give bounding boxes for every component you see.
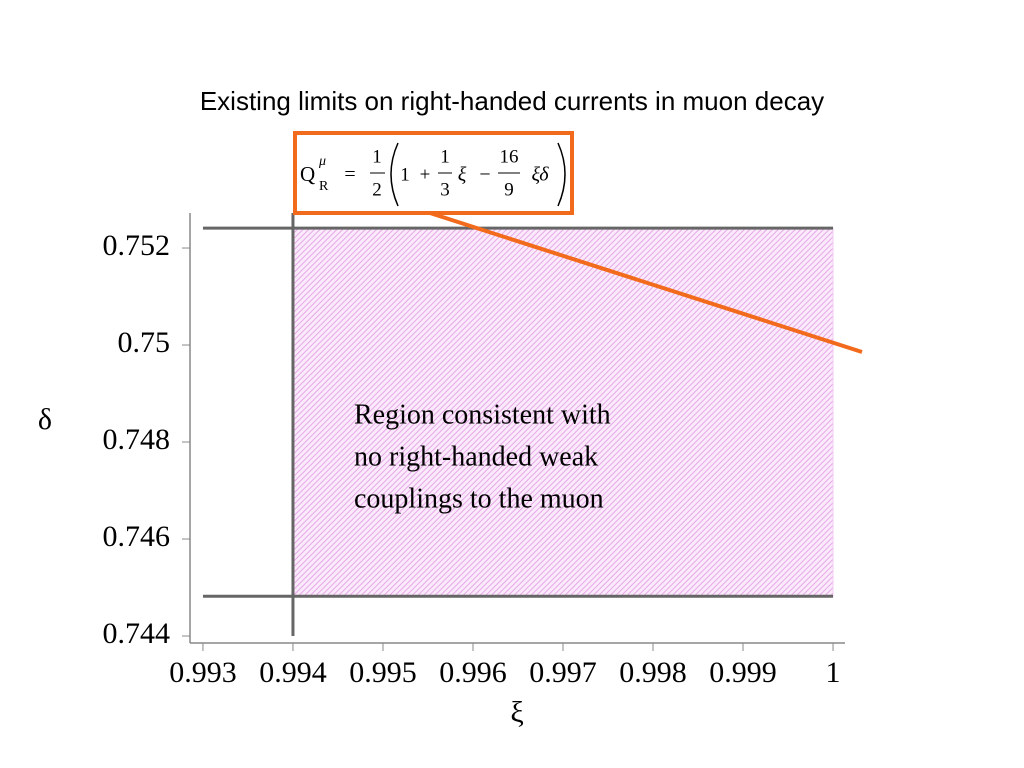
y-axis-label: δ [38, 403, 52, 436]
x-tick-label: 1 [826, 656, 841, 689]
allowed-region [292, 227, 834, 597]
annotation: no right-handed weak [354, 441, 598, 472]
formula-eq: = [344, 164, 355, 186]
y-tick-label: 0.752 [103, 229, 171, 262]
annotation: Region consistent with [354, 399, 611, 430]
formula: Q R μ = 1 2 1 + 1 3 ξ − 16 9 ξδ [293, 131, 574, 215]
chart-title: Existing limits on right-handed currents… [200, 86, 824, 116]
formula-sup: μ [318, 154, 326, 169]
x-tick-label: 0.994 [259, 656, 327, 689]
x-tick-label: 0.999 [709, 656, 777, 689]
formula-den: 2 [372, 179, 382, 200]
paren-right [557, 142, 566, 207]
y-tick-label: 0.744 [103, 617, 171, 650]
formula-num: 1 [440, 146, 450, 167]
annotation: couplings to the muon [354, 483, 604, 514]
x-tick-label: 0.993 [169, 656, 237, 689]
x-tick-label: 0.997 [529, 656, 597, 689]
x-tick-label: 0.995 [349, 656, 417, 689]
formula-sub: R [319, 179, 329, 194]
y-tick-label: 0.748 [103, 423, 171, 456]
formula-symbol: Q [300, 162, 315, 186]
x-tick-label: 0.998 [619, 656, 687, 689]
formula-minus: − [479, 164, 490, 186]
formula-den: 9 [504, 179, 514, 200]
formula-plus: + [420, 164, 431, 185]
formula-xidelta: ξδ [531, 164, 549, 186]
y-tick-label: 0.75 [118, 326, 171, 359]
paren-left [390, 142, 399, 207]
formula-num: 1 [372, 146, 382, 167]
formula-den: 3 [440, 179, 450, 200]
pointer-line [429, 211, 863, 354]
formula-box [293, 131, 574, 215]
formula-xi: ξ [458, 164, 467, 186]
x-axis-label: ξ [510, 696, 523, 729]
formula-one: 1 [400, 164, 410, 185]
y-tick-label: 0.746 [103, 520, 171, 553]
x-tick-label: 0.996 [439, 656, 507, 689]
plot: 0.744 0.746 0.748 0.75 0.752 0.993 0.994 0.995 0… [103, 213, 845, 689]
formula-num: 16 [500, 146, 519, 167]
